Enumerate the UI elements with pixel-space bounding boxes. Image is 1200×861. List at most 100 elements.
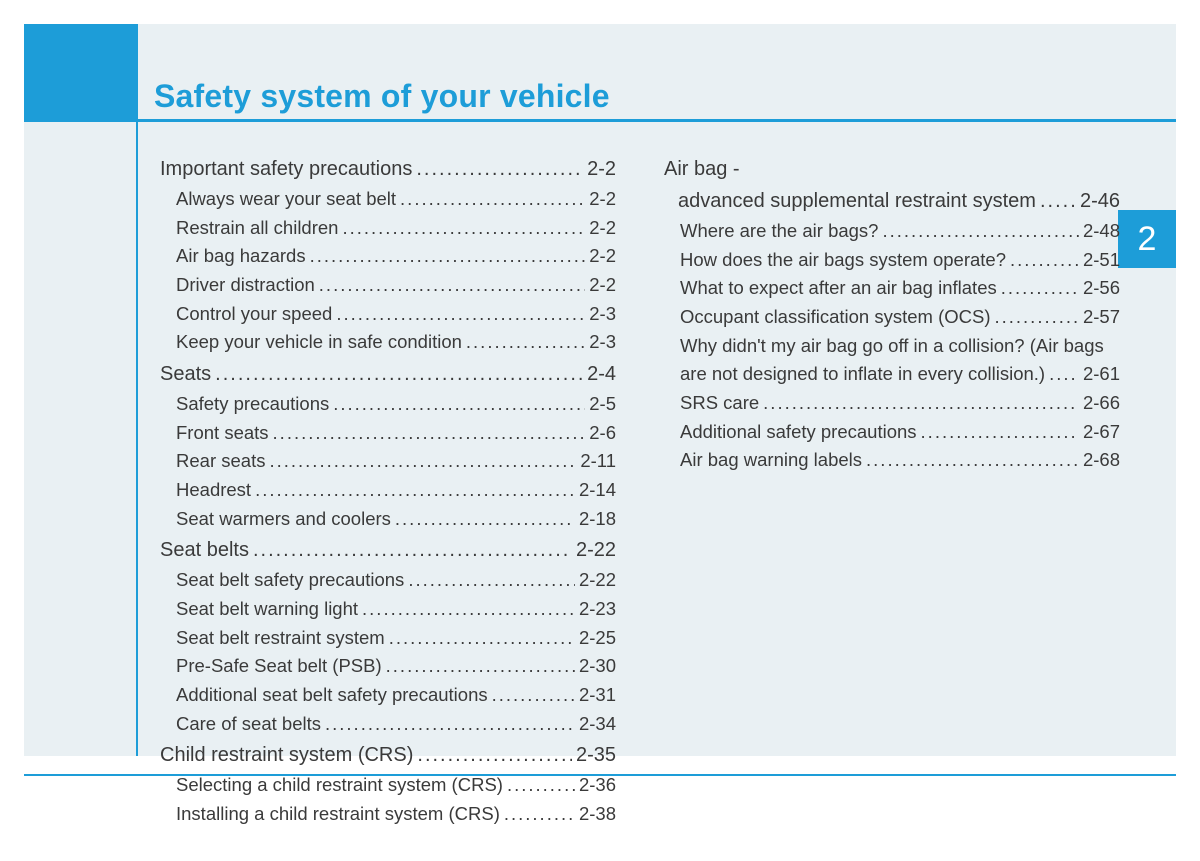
toc-entry-label: Seat warmers and coolers — [176, 505, 391, 534]
toc-entry-page: 2-34 — [579, 710, 616, 739]
toc-entry-page: 2-61 — [1083, 360, 1120, 389]
toc-leader — [408, 566, 575, 595]
toc-entry-page: 2-2 — [589, 185, 616, 214]
toc-entry-page: 2-22 — [579, 566, 616, 595]
toc-leader — [866, 446, 1079, 475]
toc-entry-page: 2-36 — [579, 771, 616, 800]
toc-leader — [507, 771, 575, 800]
toc-entry: Seat belt warning light 2-23 — [160, 595, 616, 624]
toc-entry-page: 2-38 — [579, 800, 616, 829]
toc-entry-label: Air bag hazards — [176, 242, 306, 271]
toc-entry: Where are the air bags?2-48 — [664, 217, 1120, 246]
toc-entry-page: 2-46 — [1080, 186, 1120, 217]
corner-block — [24, 24, 136, 122]
toc-left-column: Important safety precautions2-2Always we… — [160, 152, 616, 829]
toc-entry: Air bag warning labels2-68 — [664, 446, 1120, 475]
toc-leader — [994, 303, 1078, 332]
toc-entry-page: 2-4 — [587, 359, 616, 390]
toc-entry-page: 2-2 — [587, 154, 616, 185]
toc-entry-label: Installing a child restraint system (CRS… — [176, 800, 500, 829]
toc-leader — [504, 800, 575, 829]
toc-entry: Always wear your seat belt 2-2 — [160, 185, 616, 214]
toc-entry: Child restraint system (CRS)2-35 — [160, 740, 616, 771]
toc-entry: How does the air bags system operate? 2-5… — [664, 246, 1120, 275]
toc-leader — [253, 535, 572, 566]
toc-entry-label: Seat belt warning light — [176, 595, 358, 624]
toc-leader — [395, 505, 575, 534]
toc-section-heading: Air bag -advanced supplemental restraint… — [664, 154, 1120, 217]
toc-leader — [921, 418, 1079, 447]
toc-entry-page: 2-25 — [579, 624, 616, 653]
toc-leader — [492, 681, 575, 710]
toc-entry-label: Important safety precautions — [160, 154, 412, 185]
toc-entry-page: 2-68 — [1083, 446, 1120, 475]
toc-entry: Additional safety precautions 2-67 — [664, 418, 1120, 447]
toc-entry: Front seats2-6 — [160, 419, 616, 448]
toc-leader — [255, 476, 575, 505]
toc-leader — [1040, 186, 1076, 217]
toc-entry-label: Always wear your seat belt — [176, 185, 396, 214]
toc-leader — [362, 595, 575, 624]
toc-entry: Restrain all children2-2 — [160, 214, 616, 243]
toc-entry-page: 2-3 — [589, 300, 616, 329]
toc-entry-label: Air bag - — [664, 154, 1120, 184]
toc-entry-label: How does the air bags system operate? — [680, 246, 1006, 275]
toc-entry: Keep your vehicle in safe condition 2-3 — [160, 328, 616, 357]
toc-entry: Rear seats2-11 — [160, 447, 616, 476]
toc-entry-label: Seats — [160, 359, 211, 390]
toc-entry: Selecting a child restraint system (CRS)… — [160, 771, 616, 800]
title-rule — [136, 119, 1176, 122]
toc-entry-label: Pre-Safe Seat belt (PSB) — [176, 652, 382, 681]
toc-leader — [310, 242, 586, 271]
toc-entry-page: 2-67 — [1083, 418, 1120, 447]
toc-entry: Safety precautions2-5 — [160, 390, 616, 419]
toc-entry: Air bag hazards2-2 — [160, 242, 616, 271]
toc-entry-label: advanced supplemental restraint system — [678, 186, 1036, 217]
toc-entry-page: 2-56 — [1083, 274, 1120, 303]
toc-entry: Seat warmers and coolers 2-18 — [160, 505, 616, 534]
left-rule — [136, 24, 138, 756]
toc-entry: Control your speed2-3 — [160, 300, 616, 329]
toc-leader — [882, 217, 1079, 246]
toc-entry: Important safety precautions 2-2 — [160, 154, 616, 185]
toc-leader — [333, 390, 585, 419]
toc-entry-label: Selecting a child restraint system (CRS) — [176, 771, 503, 800]
toc-right-column: Air bag -advanced supplemental restraint… — [664, 152, 1120, 829]
toc-entry-page: 2-6 — [589, 419, 616, 448]
toc-leader — [400, 185, 585, 214]
toc-entry-page: 2-2 — [589, 214, 616, 243]
toc-leader — [273, 419, 586, 448]
toc-entry-page: 2-30 — [579, 652, 616, 681]
toc-entry-page: 2-23 — [579, 595, 616, 624]
toc-entry: Seat belt restraint system2-25 — [160, 624, 616, 653]
toc-entry: Driver distraction2-2 — [160, 271, 616, 300]
toc-entry-page: 2-48 — [1083, 217, 1120, 246]
toc-entry: Seats 2-4 — [160, 359, 616, 390]
toc-leader — [1049, 360, 1079, 389]
toc-entry-label: What to expect after an air bag inflates — [680, 274, 997, 303]
toc-leader — [416, 154, 583, 185]
toc-entry-page: 2-51 — [1083, 246, 1120, 275]
toc-entry-label: Headrest — [176, 476, 251, 505]
toc-entry-label: Additional safety precautions — [680, 418, 917, 447]
toc-leader — [389, 624, 575, 653]
toc-entry: What to expect after an air bag inflates… — [664, 274, 1120, 303]
toc-entry-label: Keep your vehicle in safe condition — [176, 328, 462, 357]
toc-leader — [417, 740, 572, 771]
toc-leader — [325, 710, 575, 739]
toc-entry-label: Seat belts — [160, 535, 249, 566]
toc-entry: SRS care2-66 — [664, 389, 1120, 418]
toc-entry: Why didn't my air bag go off in a collis… — [664, 332, 1120, 389]
toc-entry-label: Care of seat belts — [176, 710, 321, 739]
toc-entry-label: Additional seat belt safety precautions — [176, 681, 488, 710]
toc-entry-label: Driver distraction — [176, 271, 315, 300]
toc-entry-page: 2-3 — [589, 328, 616, 357]
toc-entry-label: Rear seats — [176, 447, 265, 476]
toc-entry-label: Safety precautions — [176, 390, 329, 419]
toc-entry-page: 2-66 — [1083, 389, 1120, 418]
toc-leader — [215, 359, 583, 390]
toc-entry-label: are not designed to inflate in every col… — [680, 360, 1045, 389]
toc-entry-page: 2-18 — [579, 505, 616, 534]
toc-entry-page: 2-57 — [1083, 303, 1120, 332]
toc-leader — [466, 328, 585, 357]
